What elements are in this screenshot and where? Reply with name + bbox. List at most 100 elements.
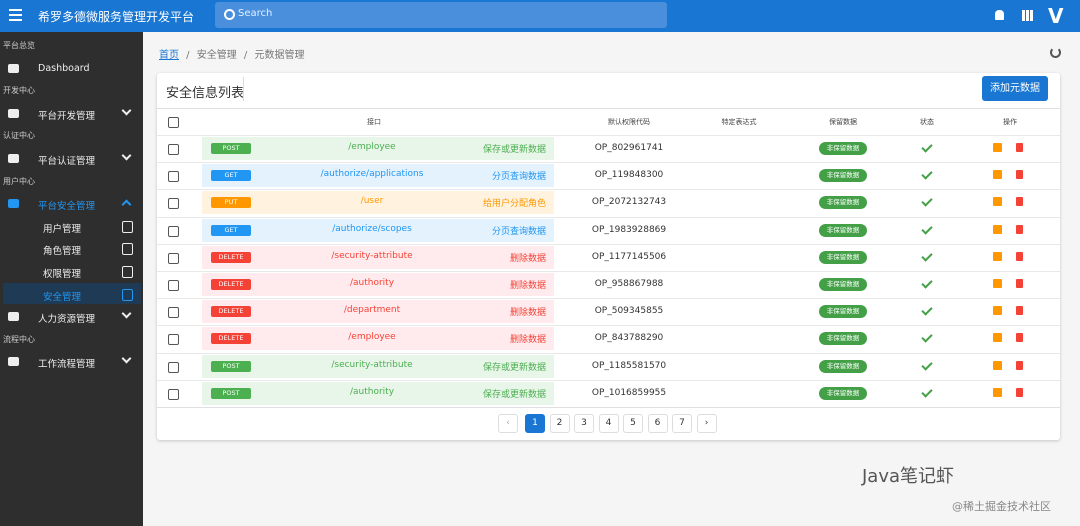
- prev-button[interactable]: ‹: [498, 414, 518, 433]
- checkbox[interactable]: [168, 225, 179, 237]
- row-line: [157, 379, 1060, 381]
- next-button[interactable]: ›: [696, 414, 717, 433]
- status-check: [921, 358, 933, 371]
- search-box[interactable]: Search: [215, 2, 667, 28]
- page-button[interactable]: 1: [525, 414, 545, 433]
- apps-icon[interactable]: [1022, 10, 1033, 21]
- column-header: 保留数据: [829, 118, 857, 126]
- checkbox[interactable]: [168, 334, 179, 346]
- sidebar: 平台总览 Dashboard 开发中心 平台开发管理 认证中心 平台认证管理 用户中心 平台安…: [0, 32, 143, 526]
- chevron: [121, 199, 132, 210]
- checkbox[interactable]: [168, 307, 179, 319]
- description: 分页查询数据: [491, 226, 546, 237]
- description: 保存或更新数据: [482, 362, 546, 373]
- page-button[interactable]: 2: [549, 414, 570, 433]
- delete-icon[interactable]: [1016, 170, 1023, 180]
- method-badge: GET: [211, 224, 251, 236]
- permission-code: OP_843788290: [594, 333, 664, 344]
- nav-icon: [122, 243, 133, 256]
- delete-icon[interactable]: [1016, 143, 1023, 152]
- reserved-chip: 非保留数据: [819, 278, 867, 291]
- checkbox[interactable]: [168, 388, 179, 400]
- logo: V: [1048, 4, 1064, 28]
- section-label: 认证中心: [3, 131, 35, 141]
- delete-icon[interactable]: [1016, 387, 1023, 397]
- nav-icon: [8, 154, 19, 163]
- delete-icon[interactable]: [1016, 306, 1023, 316]
- column-header: 默认权限代码: [608, 118, 650, 126]
- nav-subitem[interactable]: 用户管理: [43, 223, 82, 235]
- nav-subitem[interactable]: 角色管理: [43, 246, 82, 258]
- checkbox[interactable]: [168, 361, 179, 373]
- page-button[interactable]: 3: [574, 414, 594, 433]
- page-button[interactable]: 7: [672, 414, 692, 433]
- nav-subitem[interactable]: 权限管理: [43, 269, 82, 280]
- edit-icon[interactable]: [993, 251, 1002, 261]
- app-title: 希罗多德微服务管理开发平台: [38, 10, 195, 24]
- delete-icon[interactable]: [1016, 360, 1023, 370]
- header-row-line: [157, 108, 1060, 109]
- method-badge: POST: [211, 143, 251, 154]
- nav-item[interactable]: 平台安全管理: [38, 201, 96, 213]
- path: /authority: [349, 386, 395, 397]
- method-badge: POST: [211, 387, 251, 399]
- checkbox[interactable]: [168, 280, 179, 291]
- search-placeholder: Search: [238, 8, 273, 19]
- page-button[interactable]: 5: [623, 414, 643, 433]
- checkbox[interactable]: [168, 144, 179, 155]
- description: 分页查询数据: [491, 172, 546, 183]
- column-header: 特定表达式: [721, 118, 757, 126]
- edit-icon[interactable]: [993, 143, 1002, 152]
- table-bottom-line: [157, 407, 1060, 408]
- status-check: [921, 250, 933, 262]
- checkbox[interactable]: [168, 117, 179, 128]
- reserved-chip: 非保留数据: [819, 169, 867, 183]
- checkbox[interactable]: [168, 198, 179, 210]
- edit-icon[interactable]: [993, 360, 1002, 370]
- checkbox[interactable]: [168, 171, 179, 183]
- permission-code: OP_1177145506: [591, 251, 667, 262]
- edit-icon[interactable]: [993, 197, 1002, 207]
- delete-icon[interactable]: [1016, 197, 1023, 207]
- nav-icon: [8, 108, 19, 118]
- nav-item[interactable]: 平台开发管理: [38, 110, 96, 122]
- nav-icon: [8, 357, 19, 367]
- path: /employee: [348, 332, 396, 343]
- delete-icon[interactable]: [1016, 279, 1023, 288]
- nav-item[interactable]: 平台认证管理: [38, 156, 96, 167]
- edit-icon[interactable]: [993, 333, 1002, 343]
- refresh-icon[interactable]: [1050, 47, 1061, 58]
- description: 保存或更新数据: [482, 145, 546, 155]
- breadcrumb-item: 安全管理: [196, 50, 237, 61]
- breadcrumb-item[interactable]: 首页: [159, 50, 179, 61]
- nav-subitem[interactable]: 安全管理: [43, 291, 82, 303]
- edit-icon[interactable]: [993, 224, 1002, 234]
- nav-icon: [8, 199, 19, 209]
- description: 删除数据: [509, 308, 546, 319]
- notification-icon[interactable]: [995, 10, 1004, 20]
- edit-icon[interactable]: [993, 279, 1002, 288]
- page-button[interactable]: 4: [598, 414, 619, 433]
- delete-icon[interactable]: [1016, 224, 1023, 234]
- permission-code: OP_1016859955: [591, 387, 667, 398]
- method-badge: DELETE: [211, 251, 251, 263]
- checkbox[interactable]: [168, 252, 179, 264]
- edit-icon[interactable]: [993, 387, 1002, 397]
- nav-item[interactable]: 工作流程管理: [38, 359, 96, 371]
- page-button[interactable]: 6: [647, 414, 668, 433]
- nav-item[interactable]: Dashboard: [38, 62, 90, 74]
- path: /security-attribute: [331, 359, 413, 370]
- interface-cell: GET/authorize/scopes 分页查询数据: [202, 218, 554, 242]
- delete-icon[interactable]: [1016, 333, 1023, 343]
- add-button[interactable]: 添加元数据: [982, 76, 1048, 101]
- divider: [243, 77, 244, 101]
- edit-icon[interactable]: [993, 170, 1002, 180]
- nav-item[interactable]: 人力资源管理: [38, 314, 96, 326]
- chevron: [121, 150, 132, 161]
- status-check: [921, 168, 933, 180]
- nav-icon: [122, 266, 133, 278]
- menu-icon[interactable]: [9, 9, 22, 21]
- delete-icon[interactable]: [1016, 251, 1023, 261]
- edit-icon[interactable]: [993, 306, 1002, 316]
